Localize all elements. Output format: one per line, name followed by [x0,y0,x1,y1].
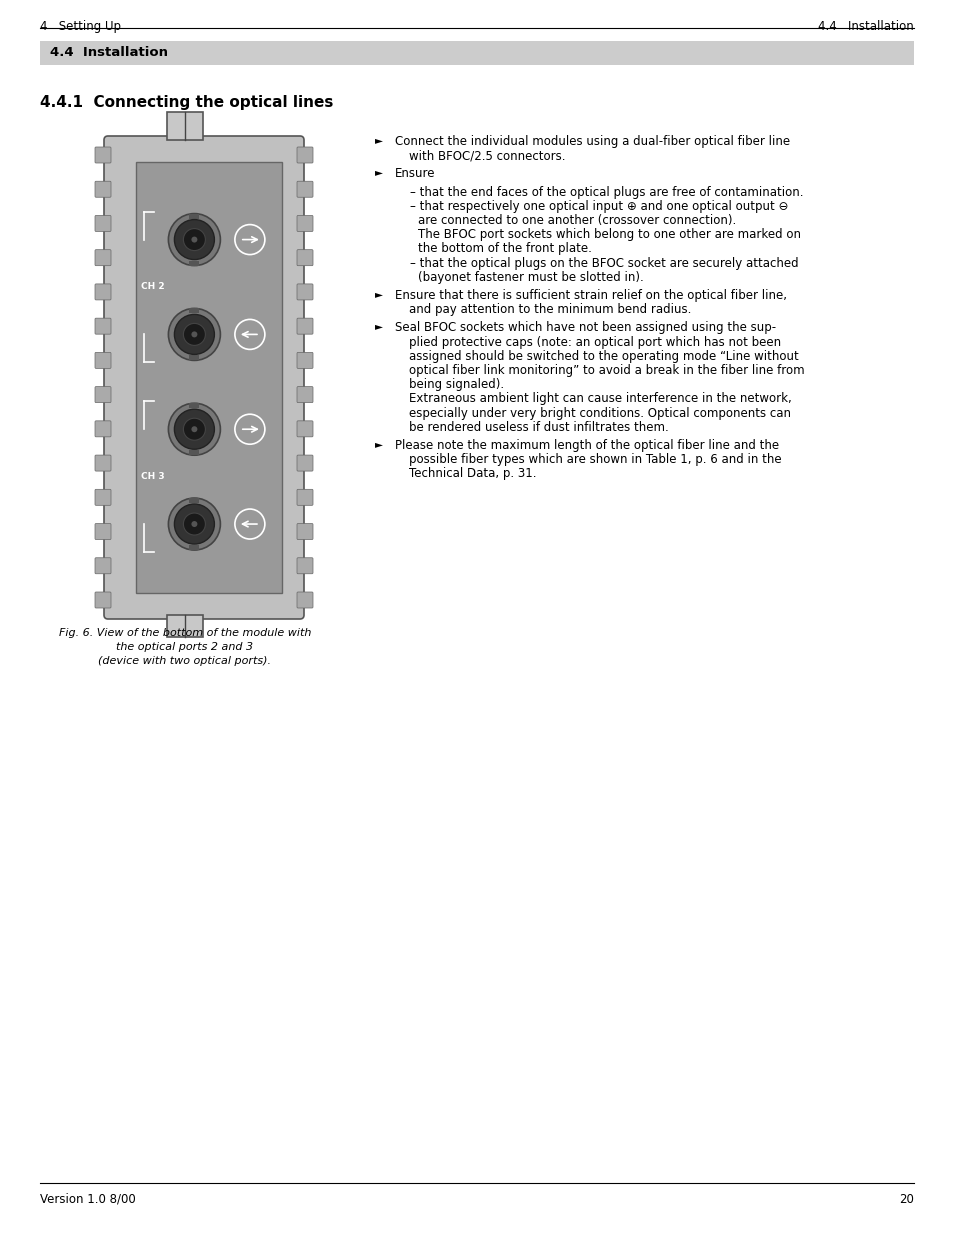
Text: be rendered useless if dust infiltrates them.: be rendered useless if dust infiltrates … [409,421,668,433]
Text: ►: ► [375,438,382,450]
Circle shape [192,426,197,432]
FancyBboxPatch shape [296,215,313,231]
FancyBboxPatch shape [95,421,111,437]
Circle shape [192,237,197,242]
Text: possible fiber types which are shown in Table 1, p. 6 and in the: possible fiber types which are shown in … [409,453,781,466]
Circle shape [183,228,205,251]
Text: assigned should be switched to the operating mode “Line without: assigned should be switched to the opera… [409,350,798,363]
Text: are connected to one another (crossover connection).: are connected to one another (crossover … [417,214,736,227]
Text: Technical Data, p. 31.: Technical Data, p. 31. [409,467,536,480]
Text: ►: ► [375,321,382,331]
Bar [190,214,199,219]
FancyBboxPatch shape [296,284,313,300]
Circle shape [174,504,214,545]
FancyBboxPatch shape [296,147,313,163]
FancyBboxPatch shape [296,387,313,403]
Text: Extraneous ambient light can cause interference in the network,: Extraneous ambient light can cause inter… [409,393,791,405]
Text: the optical ports 2 and 3: the optical ports 2 and 3 [116,642,253,652]
Text: 4.4.1  Connecting the optical lines: 4.4.1 Connecting the optical lines [40,95,333,110]
Text: being signaled).: being signaled). [409,378,503,391]
Text: – that the end faces of the optical plugs are free of contamination.: – that the end faces of the optical plug… [410,185,802,199]
Bar [167,615,203,637]
Text: 4.4   Installation: 4.4 Installation [818,20,913,33]
FancyBboxPatch shape [296,524,313,540]
FancyBboxPatch shape [296,319,313,335]
Text: (device with two optical ports).: (device with two optical ports). [98,656,272,666]
FancyBboxPatch shape [104,136,304,619]
Text: Version 1.0 8/00: Version 1.0 8/00 [40,1193,135,1207]
Circle shape [169,309,220,361]
FancyBboxPatch shape [95,284,111,300]
FancyBboxPatch shape [95,592,111,608]
Text: with BFOC/2.5 connectors.: with BFOC/2.5 connectors. [409,149,565,162]
FancyBboxPatch shape [296,454,313,471]
Text: 20: 20 [898,1193,913,1207]
Circle shape [183,419,205,440]
Bar [167,112,203,140]
Text: especially under very bright conditions. Optical components can: especially under very bright conditions.… [409,406,790,420]
Text: 4.4  Installation: 4.4 Installation [50,47,168,59]
Text: Fig. 6. View of the bottom of the module with: Fig. 6. View of the bottom of the module… [59,629,311,638]
Text: – that respectively one optical input ⊕ and one optical output ⊖: – that respectively one optical input ⊕ … [410,200,787,212]
FancyBboxPatch shape [95,319,111,335]
Text: Ensure: Ensure [395,168,435,180]
Bar [190,356,199,361]
Text: ►: ► [375,135,382,144]
Text: optical fiber link monitoring” to avoid a break in the fiber line from: optical fiber link monitoring” to avoid … [409,364,803,377]
FancyBboxPatch shape [95,352,111,368]
Circle shape [183,513,205,535]
Circle shape [169,403,220,456]
Text: The BFOC port sockets which belong to one other are marked on: The BFOC port sockets which belong to on… [417,228,801,241]
Circle shape [192,331,197,337]
Text: the bottom of the front plate.: the bottom of the front plate. [417,242,591,256]
FancyBboxPatch shape [95,182,111,198]
Bar [40,41,913,65]
Bar [190,498,199,503]
FancyBboxPatch shape [296,249,313,266]
Circle shape [174,315,214,354]
FancyBboxPatch shape [95,215,111,231]
FancyBboxPatch shape [95,387,111,403]
Text: and pay attention to the minimum bend radius.: and pay attention to the minimum bend ra… [409,304,691,316]
Bar [190,261,199,266]
FancyBboxPatch shape [95,249,111,266]
Circle shape [174,409,214,450]
Text: CH 2: CH 2 [141,283,165,291]
Bar [136,162,282,593]
Bar [190,403,199,409]
Circle shape [169,214,220,266]
Text: – that the optical plugs on the BFOC socket are securely attached: – that the optical plugs on the BFOC soc… [410,257,798,269]
Text: ►: ► [375,289,382,299]
FancyBboxPatch shape [296,182,313,198]
FancyBboxPatch shape [296,558,313,574]
Text: 4   Setting Up: 4 Setting Up [40,20,121,33]
FancyBboxPatch shape [296,592,313,608]
Circle shape [192,521,197,527]
FancyBboxPatch shape [95,454,111,471]
FancyBboxPatch shape [95,147,111,163]
FancyBboxPatch shape [95,489,111,505]
Text: ►: ► [375,168,382,178]
FancyBboxPatch shape [296,489,313,505]
Text: Connect the individual modules using a dual-fiber optical fiber line: Connect the individual modules using a d… [395,135,789,148]
Text: (bayonet fastener must be slotted in).: (bayonet fastener must be slotted in). [417,270,643,284]
FancyBboxPatch shape [296,352,313,368]
Bar [190,545,199,550]
FancyBboxPatch shape [296,421,313,437]
Text: Please note the maximum length of the optical fiber line and the: Please note the maximum length of the op… [395,438,779,452]
Text: plied protective caps (note: an optical port which has not been: plied protective caps (note: an optical … [409,336,781,348]
Circle shape [169,498,220,550]
Bar [190,451,199,456]
Text: CH 3: CH 3 [141,472,165,482]
Text: Seal BFOC sockets which have not been assigned using the sup-: Seal BFOC sockets which have not been as… [395,321,776,335]
Text: Ensure that there is sufficient strain relief on the optical fiber line,: Ensure that there is sufficient strain r… [395,289,786,303]
Circle shape [183,324,205,346]
FancyBboxPatch shape [95,524,111,540]
Bar [190,309,199,314]
Circle shape [174,220,214,259]
FancyBboxPatch shape [95,558,111,574]
